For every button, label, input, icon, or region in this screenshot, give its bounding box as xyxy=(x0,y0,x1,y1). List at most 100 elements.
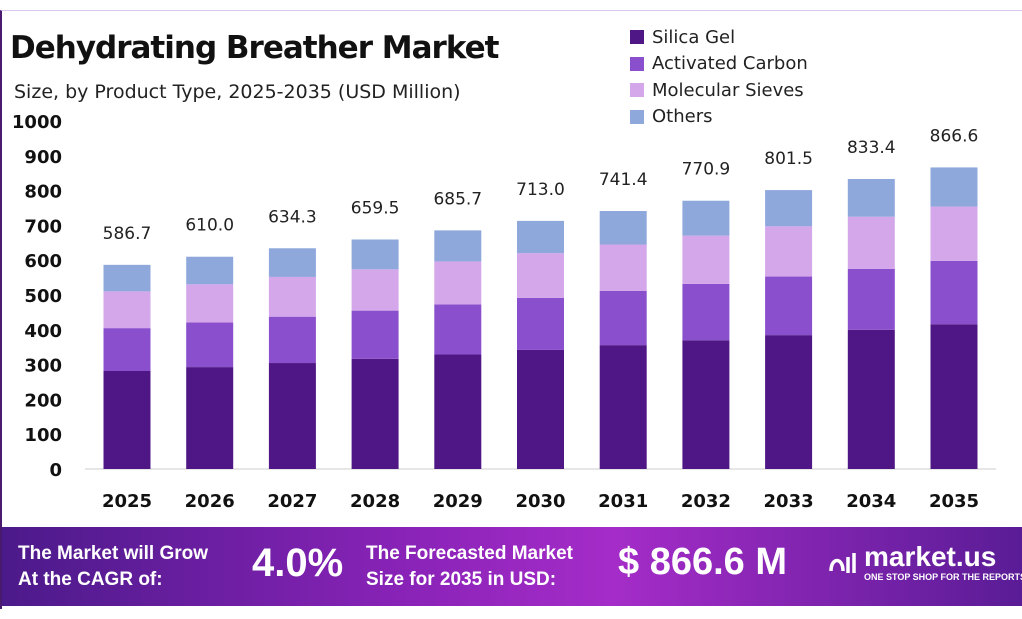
y-tick-label: 900 xyxy=(24,147,62,168)
y-tick-label: 500 xyxy=(24,286,62,307)
logo-icon xyxy=(829,553,856,573)
bar-segment-molecular-sieves xyxy=(517,253,564,298)
bar-segment-silica-gel xyxy=(517,349,564,469)
y-tick-label: 1000 xyxy=(12,112,62,133)
bar-segment-activated-carbon xyxy=(930,260,978,325)
x-tick-label: 2034 xyxy=(846,491,896,512)
bar-segment-molecular-sieves xyxy=(434,261,482,305)
total-data-label: 833.4 xyxy=(847,138,896,158)
bar-segment-silica-gel xyxy=(930,324,978,469)
y-tick-label: 200 xyxy=(24,390,62,411)
forecast-label-line2: Size for 2035 in USD: xyxy=(366,569,557,590)
forecast-label: The Forecasted Market Size for 2035 in US… xyxy=(366,541,573,593)
total-data-label: 685.7 xyxy=(433,189,482,209)
legend-item-activated-carbon: Activated Carbon xyxy=(630,51,808,78)
bar-segment-molecular-sieves xyxy=(103,291,151,329)
y-tick-label: 100 xyxy=(24,425,62,446)
total-data-label: 801.5 xyxy=(764,149,813,169)
bar-segment-molecular-sieves xyxy=(930,206,978,261)
legend-swatch xyxy=(630,56,644,71)
bar-segment-molecular-sieves xyxy=(186,284,234,323)
bar-segment-activated-carbon xyxy=(517,297,564,350)
bar-segment-silica-gel xyxy=(765,335,813,469)
bar-segment-molecular-sieves xyxy=(847,216,895,269)
legend-swatch xyxy=(630,109,644,124)
bar-segment-others xyxy=(517,220,564,254)
total-data-label: 713.0 xyxy=(516,180,565,200)
legend-item-molecular-sieves: Molecular Sieves xyxy=(630,77,808,104)
market-us-logo: market.us ONE STOP SHOP FOR THE REPORTS xyxy=(828,543,1022,583)
bar-segment-others xyxy=(351,239,399,270)
bar-segment-molecular-sieves xyxy=(682,235,730,284)
x-tick-label: 2029 xyxy=(433,491,483,512)
y-tick-label: 300 xyxy=(24,356,62,377)
bar-segment-molecular-sieves xyxy=(351,269,399,311)
legend-item-silica-gel: Silica Gel xyxy=(630,24,808,51)
chart-title: Dehydrating Breather Market xyxy=(10,30,499,66)
logo-tagline: ONE STOP SHOP FOR THE REPORTS xyxy=(864,572,1022,582)
bar-segment-silica-gel xyxy=(682,340,730,469)
total-data-label: 586.7 xyxy=(103,224,152,244)
total-data-label: 659.5 xyxy=(351,198,400,218)
bar-segment-silica-gel xyxy=(434,354,482,469)
x-tick-label: 2028 xyxy=(350,491,400,512)
bar-segment-activated-carbon xyxy=(351,310,399,359)
x-tick-label: 2035 xyxy=(929,491,979,512)
bar-segment-activated-carbon xyxy=(268,316,316,364)
bar-segment-others xyxy=(186,256,234,285)
footer-banner: The Market will Grow At the CAGR of: 4.0%… xyxy=(2,527,1022,606)
bar-segment-others xyxy=(682,200,730,236)
bar-segment-silica-gel xyxy=(268,363,316,469)
bar-segment-others xyxy=(765,190,813,227)
legend-label: Activated Carbon xyxy=(652,53,808,75)
bar-segment-others xyxy=(930,167,978,207)
bar-segment-molecular-sieves xyxy=(599,244,647,291)
x-tick-label: 2031 xyxy=(598,491,648,512)
y-tick-label: 600 xyxy=(24,251,62,272)
total-data-label: 634.3 xyxy=(268,207,317,227)
legend-label: Silica Gel xyxy=(652,26,736,48)
bar-segment-others xyxy=(847,178,895,217)
total-data-label: 866.6 xyxy=(930,126,979,146)
legend-swatch xyxy=(630,30,644,45)
bar-segment-others xyxy=(103,264,151,292)
cagr-label-line1: The Market will Grow xyxy=(18,543,209,564)
bar-segment-activated-carbon xyxy=(103,328,151,372)
forecast-label-line1: The Forecasted Market xyxy=(366,543,573,564)
forecast-value: $ 866.6 M xyxy=(618,541,787,583)
chart-subtitle: Size, by Product Type, 2025-2035 (USD Mi… xyxy=(14,81,461,103)
bar-segment-silica-gel xyxy=(351,358,399,469)
cagr-label: The Market will Grow At the CAGR of: xyxy=(18,541,208,593)
logo-text: market.us xyxy=(864,541,997,572)
total-data-label: 610.0 xyxy=(185,216,234,236)
total-data-label: 741.4 xyxy=(599,170,648,190)
y-tick-label: 700 xyxy=(24,216,62,237)
legend-label: Others xyxy=(652,106,713,128)
legend: Silica Gel Activated Carbon Molecular Si… xyxy=(630,24,808,130)
bar-segment-silica-gel xyxy=(186,367,234,469)
stacked-bar-chart: 0 100 200 300 400 500 600 700 800 900 1000 586.7 202… xyxy=(12,112,996,512)
bar-segment-others xyxy=(434,230,482,262)
bar-segment-others xyxy=(268,248,316,277)
bar-segment-silica-gel xyxy=(599,345,647,469)
x-tick-label: 2033 xyxy=(764,491,814,512)
legend-label: Molecular Sieves xyxy=(652,79,804,101)
x-tick-label: 2025 xyxy=(102,491,152,512)
total-data-label: 770.9 xyxy=(682,160,731,180)
legend-item-others: Others xyxy=(630,104,808,131)
y-tick-label: 800 xyxy=(24,182,62,203)
bar-segment-activated-carbon xyxy=(847,268,895,330)
cagr-label-line2: At the CAGR of: xyxy=(18,569,163,590)
bar-segment-silica-gel xyxy=(847,329,895,469)
x-tick-label: 2027 xyxy=(267,491,317,512)
x-tick-label: 2030 xyxy=(515,491,565,512)
bar-segment-activated-carbon xyxy=(434,304,482,355)
bar-segment-activated-carbon xyxy=(765,276,813,336)
y-tick-label: 400 xyxy=(24,321,62,342)
chart-frame xyxy=(0,10,1022,609)
x-tick-label: 2026 xyxy=(185,491,235,512)
x-tick-label: 2032 xyxy=(681,491,731,512)
bar-segment-molecular-sieves xyxy=(765,226,813,277)
bar-segment-others xyxy=(599,210,647,245)
bar-segment-activated-carbon xyxy=(599,290,647,346)
